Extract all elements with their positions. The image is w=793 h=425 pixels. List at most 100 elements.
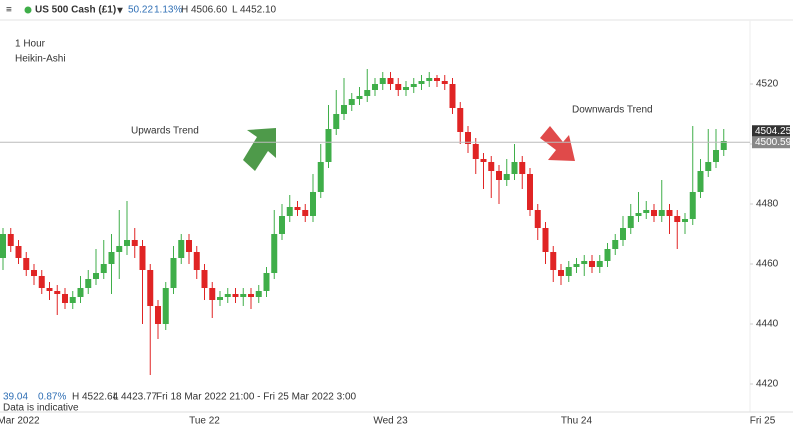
x-tick-label: Wed 23 [373, 416, 408, 425]
candle-body [279, 216, 285, 234]
candle-body [186, 240, 192, 252]
candle-body [472, 144, 479, 159]
change: 50.22 [128, 5, 153, 16]
candle-body [77, 288, 84, 297]
candle-body [325, 129, 332, 162]
candle-body [15, 246, 22, 258]
candle-body [364, 90, 371, 96]
summary-range: Fri 18 Mar 2022 21:00 - Fri 25 Mar 2022 … [156, 392, 357, 403]
candle-body [627, 216, 634, 228]
y-tick-label: 4520 [756, 79, 779, 90]
candle-body [379, 78, 386, 84]
menu-icon[interactable]: ≡ [6, 5, 12, 16]
candle-body [85, 279, 92, 288]
summary-change-pct: 0.87% [38, 392, 66, 403]
symbol[interactable]: US 500 Cash (£1) [35, 5, 116, 16]
candle-body [581, 261, 588, 264]
high: H 4506.60 [181, 5, 228, 16]
candle-body [302, 210, 309, 216]
candle-body [527, 174, 533, 210]
candle-body [341, 105, 347, 114]
candle-body [635, 213, 642, 216]
candle-body [689, 192, 696, 219]
summary-low: L 4423.77 [113, 392, 158, 403]
candle-body [558, 270, 564, 276]
candle-body [155, 306, 161, 324]
candle-body [480, 159, 487, 162]
candle-body [38, 276, 45, 288]
candle-body [705, 162, 712, 171]
candle-body [651, 210, 657, 216]
candle-body [534, 210, 541, 228]
candle-body [224, 294, 231, 297]
candle-body [465, 132, 471, 144]
y-tick-label: 4440 [756, 319, 779, 330]
candle-body [643, 210, 650, 213]
candle-body [395, 84, 402, 90]
candle-body [286, 207, 293, 216]
candle-body [511, 162, 518, 174]
candle-body [410, 84, 417, 87]
candle-body [46, 288, 53, 291]
y-tick-label: 4420 [756, 379, 779, 390]
candle-body [193, 252, 200, 270]
candle-body [31, 270, 37, 276]
candle-body [519, 162, 526, 174]
candle-body [124, 240, 130, 246]
candle-body [271, 234, 278, 273]
summary-high: H 4522.64 [72, 392, 119, 403]
candle-body [658, 210, 665, 216]
candle-body [565, 267, 572, 276]
candle-body [488, 162, 495, 171]
chart-style: Heikin-Ashi [15, 54, 66, 65]
y-tick-label: 4480 [756, 199, 779, 210]
candle-body [449, 84, 456, 108]
candle-body [201, 270, 208, 288]
candle-body [263, 273, 270, 291]
down-arrow [540, 126, 575, 161]
candle-body [7, 234, 14, 246]
candle-body [100, 264, 107, 273]
candle-body [255, 291, 262, 297]
candle-body [589, 261, 595, 267]
candle-body [232, 294, 239, 297]
low: L 4452.10 [232, 5, 277, 16]
interval: 1 Hour [15, 39, 46, 50]
candle-body [503, 174, 510, 180]
candle-body [666, 210, 673, 216]
price-marker [752, 125, 790, 138]
x-tick-label: Mar 2022 [0, 416, 40, 425]
candle-body [697, 171, 704, 192]
candle-body [713, 150, 719, 162]
candle-body [116, 246, 123, 252]
candle-body [372, 84, 378, 90]
candle-body [147, 270, 154, 306]
candle-body [69, 297, 76, 303]
candle-body [674, 216, 681, 222]
candle-body [310, 192, 316, 216]
candle-body [403, 87, 409, 90]
candle-body [0, 234, 6, 258]
status-dot [24, 6, 32, 14]
candle-body [434, 78, 440, 81]
up-arrow [243, 128, 276, 171]
candle-body [248, 294, 254, 297]
candle-body [317, 162, 324, 192]
candle-body [131, 240, 138, 246]
dropdown-icon[interactable]: ▼ [115, 6, 125, 17]
change-pct: 1.13% [154, 5, 182, 16]
candle-body [54, 291, 61, 294]
candle-body [426, 78, 433, 81]
candle-body [612, 240, 619, 249]
candle-body [604, 249, 611, 261]
candle-body [682, 219, 688, 222]
candle-body [573, 264, 580, 267]
candle-body [348, 99, 355, 105]
candle-body [62, 294, 68, 303]
price-marker [752, 136, 790, 149]
candle-body [240, 294, 247, 297]
candle-body [162, 288, 169, 324]
candle-body [542, 228, 549, 252]
candle-body [596, 261, 603, 267]
candle-body [178, 240, 185, 258]
